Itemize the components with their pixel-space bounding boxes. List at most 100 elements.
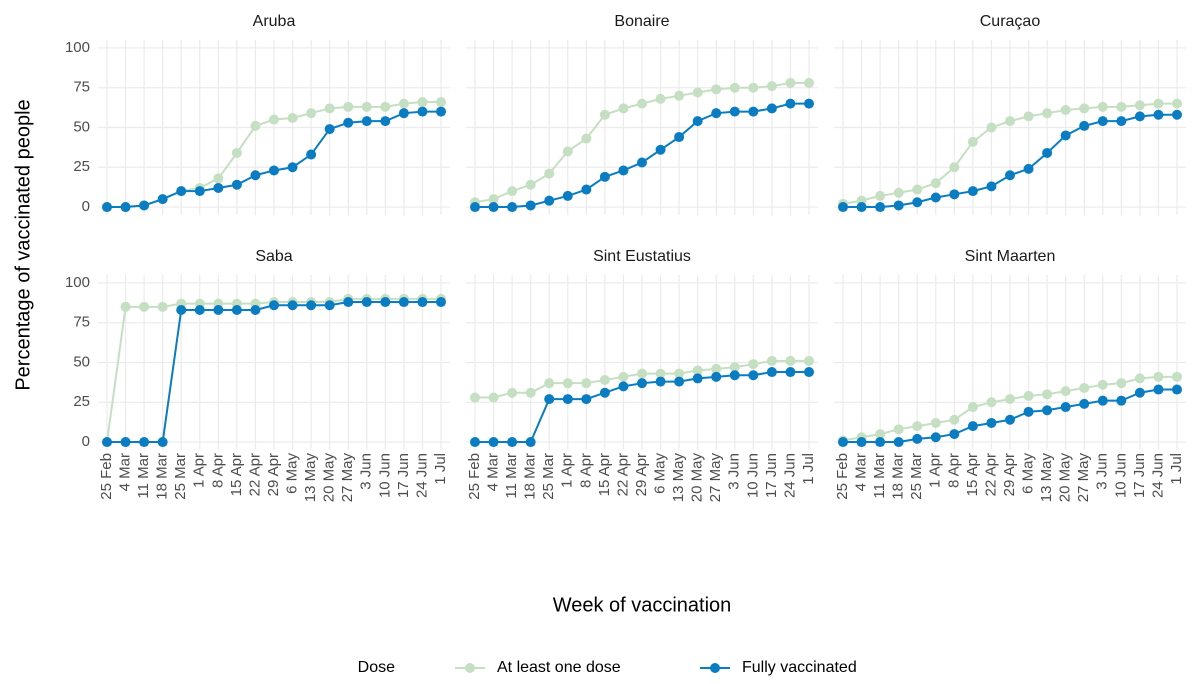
data-point (507, 186, 518, 197)
data-point (893, 437, 904, 448)
legend-marker (465, 663, 475, 673)
data-point (139, 200, 150, 211)
y-tick-label: 100 (65, 274, 90, 291)
data-point (343, 117, 354, 128)
data-point (692, 373, 703, 384)
data-point (1097, 116, 1108, 127)
data-point (1023, 163, 1034, 174)
x-tick-label: 25 Mar (540, 453, 557, 500)
x-tick-label: 6 May (1020, 453, 1037, 494)
x-tick-label: 4 Mar (485, 453, 502, 491)
x-tick-label: 20 May (321, 453, 338, 503)
data-point (618, 381, 629, 392)
data-point (380, 101, 391, 112)
data-point (562, 378, 573, 389)
x-tick-label: 11 Mar (503, 453, 520, 499)
x-tick-label: 11 Mar (135, 453, 152, 499)
data-point (930, 178, 941, 189)
data-point (967, 186, 978, 197)
data-point (748, 82, 759, 93)
x-tick-label: 22 Apr (614, 453, 631, 496)
data-point (287, 162, 298, 173)
x-tick-label: 15 Apr (228, 453, 245, 496)
data-point (562, 146, 573, 157)
data-point (838, 202, 848, 213)
x-tick-label: 24 Jun (1149, 453, 1166, 498)
data-point (674, 376, 685, 387)
data-point (748, 106, 759, 117)
y-tick-label: 75 (73, 79, 90, 96)
x-tick-label: 24 Jun (781, 453, 798, 498)
x-tick-label: 3 Jun (1094, 453, 1111, 490)
y-axis-title: Percentage of vaccinated people (12, 99, 34, 390)
data-point (766, 81, 777, 92)
data-point (1134, 111, 1145, 122)
data-point (1005, 414, 1015, 425)
data-point (912, 421, 923, 432)
data-point (343, 101, 354, 112)
data-point (213, 182, 224, 193)
data-point (655, 93, 666, 104)
data-point (875, 429, 886, 440)
data-point (176, 186, 187, 197)
data-point (785, 77, 796, 88)
x-tick-label: 1 Apr (191, 453, 208, 488)
data-point (930, 417, 941, 428)
data-point (139, 301, 150, 312)
data-point (692, 365, 703, 376)
data-point (1060, 402, 1071, 413)
data-point (324, 300, 335, 311)
data-point (544, 168, 555, 179)
data-point (525, 387, 536, 398)
x-tick-label: 25 Feb (466, 453, 483, 500)
data-point (398, 297, 409, 308)
data-point (250, 170, 261, 181)
data-point (637, 98, 647, 109)
x-tick-label: 27 May (1075, 453, 1092, 503)
data-point (398, 108, 409, 119)
data-point (120, 437, 131, 448)
data-point (157, 194, 168, 205)
data-point (893, 424, 904, 435)
data-point (804, 77, 814, 88)
y-tick-label: 50 (73, 353, 90, 370)
x-tick-label: 8 Apr (945, 453, 962, 488)
data-point (674, 368, 685, 379)
data-point (398, 98, 409, 109)
data-point (436, 297, 446, 308)
data-point (562, 394, 573, 405)
data-point (804, 355, 814, 366)
data-point (507, 437, 518, 448)
data-point (213, 173, 224, 184)
data-point (1042, 108, 1053, 119)
data-point (838, 437, 848, 448)
data-point (417, 97, 428, 108)
data-point (581, 133, 592, 144)
data-point (361, 116, 372, 127)
data-point (1005, 394, 1015, 405)
x-tick-label: 22 Apr (246, 453, 263, 496)
data-point (804, 367, 814, 378)
x-tick-label: 3 Jun (358, 453, 375, 490)
data-point (1097, 101, 1108, 112)
data-point (544, 378, 555, 389)
legend-marker (710, 663, 720, 673)
data-point (1172, 371, 1182, 382)
data-point (231, 179, 242, 190)
x-tick-label: 1 Jul (800, 453, 817, 485)
data-point (766, 103, 777, 114)
data-point (949, 189, 960, 200)
data-point (306, 300, 317, 311)
data-point (1134, 100, 1145, 111)
data-point (785, 367, 796, 378)
data-point (1116, 395, 1127, 406)
data-point (1042, 389, 1053, 400)
data-point (875, 190, 886, 201)
data-point (875, 437, 886, 448)
x-tick-label: 6 May (652, 453, 669, 494)
x-tick-label: 20 May (1057, 453, 1074, 503)
data-point (581, 378, 592, 389)
data-point (436, 106, 446, 117)
data-point (1153, 384, 1164, 395)
